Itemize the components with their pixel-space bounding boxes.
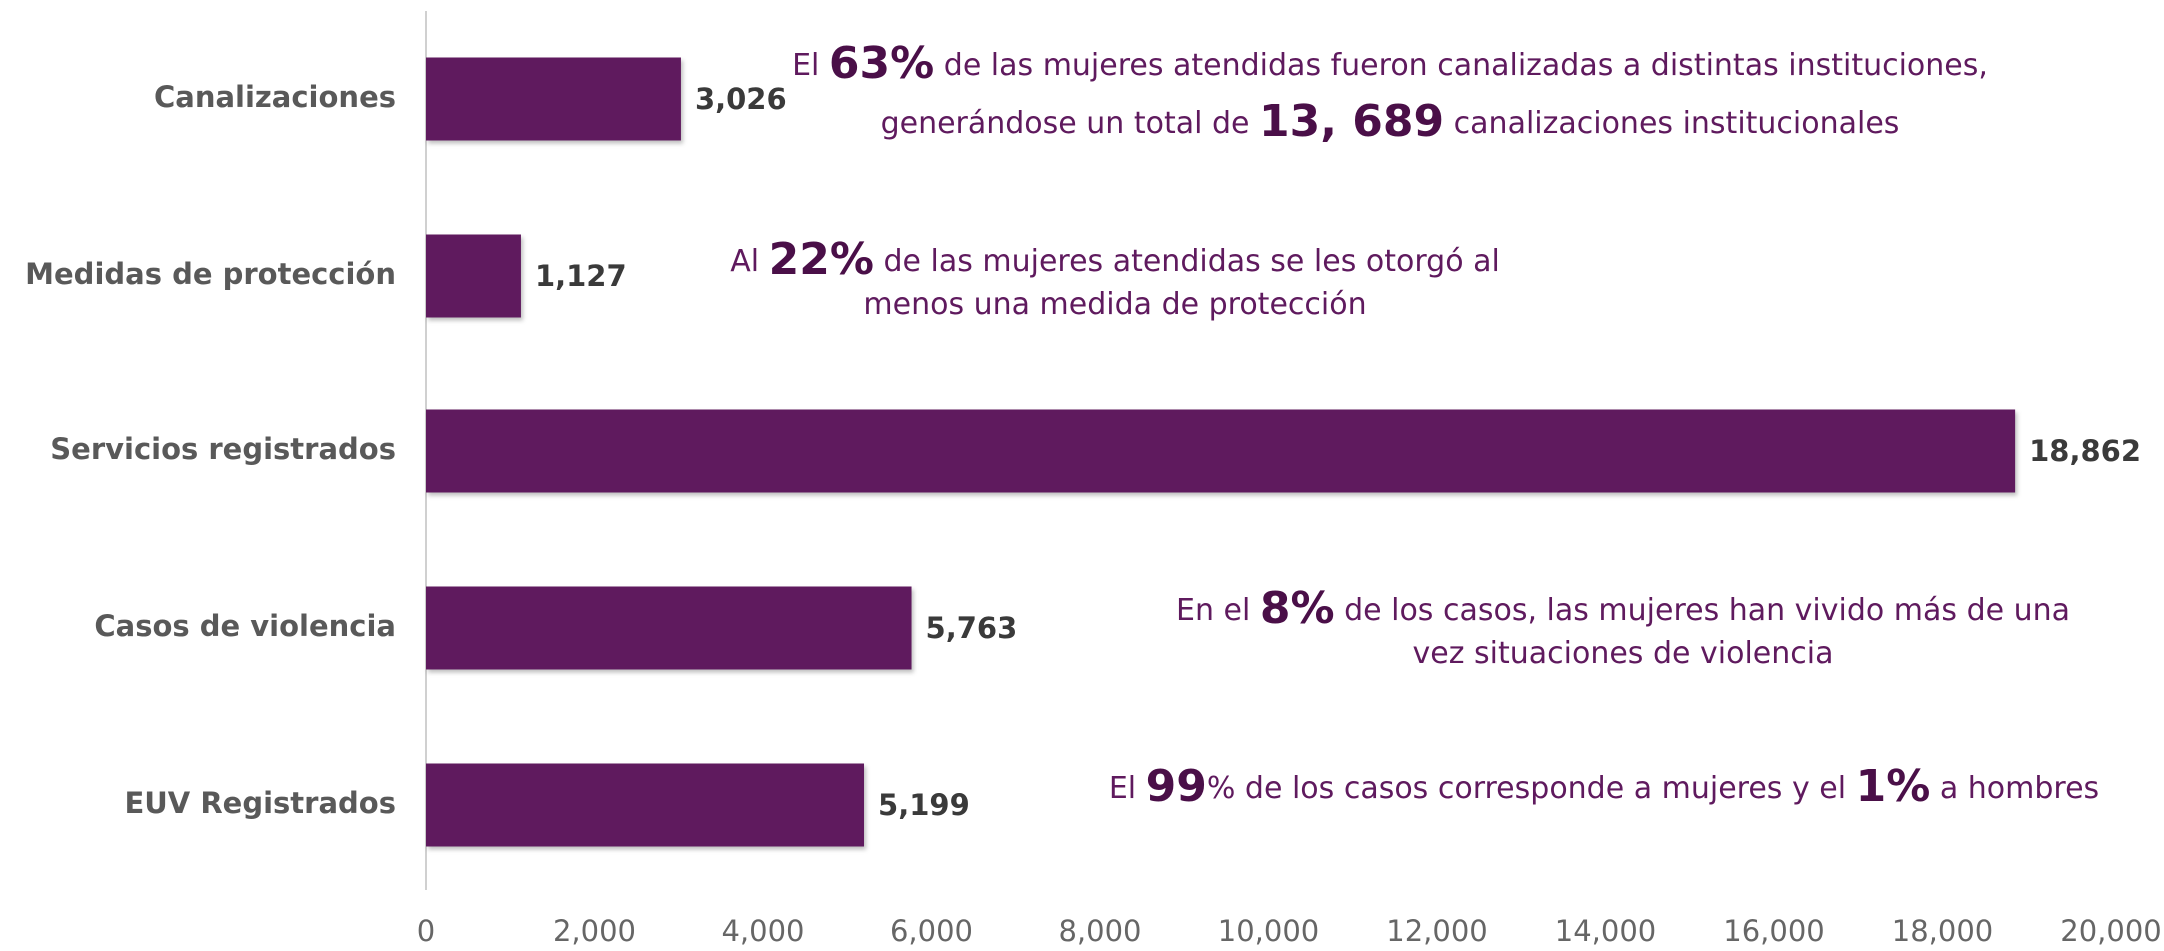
- value-label: 5,199: [878, 788, 970, 822]
- annotation-segment: menos una medida de protección: [863, 287, 1366, 322]
- annotation: El 63% de las mujeres atendidas fueron c…: [792, 38, 1988, 89]
- annotation-segment: El: [1109, 771, 1146, 806]
- annotation-segment: El: [792, 48, 829, 83]
- annotation-segment: de las mujeres atendidas se les otorgó a…: [874, 244, 1500, 279]
- annotation-segment: 13, 689: [1259, 96, 1444, 147]
- annotation-segment: canalizaciones institucionales: [1444, 106, 1899, 141]
- annotation-segment: vez situaciones de violencia: [1413, 636, 1834, 671]
- annotation-segment: En el: [1176, 593, 1260, 628]
- annotation: Al 22% de las mujeres atendidas se les o…: [730, 234, 1500, 285]
- x-tick-label: 18,000: [1892, 914, 1993, 948]
- category-label: Medidas de protección: [25, 257, 396, 291]
- bar: [426, 57, 681, 141]
- bar: [426, 234, 521, 318]
- value-label: 3,026: [695, 82, 787, 116]
- x-tick-label: 10,000: [1218, 914, 1319, 948]
- annotation-segment: a hombres: [1930, 771, 2099, 806]
- annotation-segment: 99: [1146, 761, 1207, 812]
- x-tick-label: 16,000: [1723, 914, 1824, 948]
- annotation-segment: generándose un total de: [881, 106, 1259, 141]
- x-tick-label: 20,000: [2060, 914, 2161, 948]
- annotation-segment: 1%: [1856, 761, 1931, 812]
- bar: [426, 409, 2016, 493]
- x-tick-label: 4,000: [721, 914, 804, 948]
- annotation-segment: % de los casos corresponde a mujeres y e…: [1207, 771, 1856, 806]
- x-tick-label: 12,000: [1386, 914, 1487, 948]
- annotation-segment: Al: [730, 244, 768, 279]
- x-tick-label: 8,000: [1058, 914, 1141, 948]
- value-label: 5,763: [926, 611, 1018, 645]
- annotation-segment: de los casos, las mujeres han vivido más…: [1335, 593, 2070, 628]
- x-tick-label: 0: [417, 914, 435, 948]
- category-label: Servicios registrados: [50, 432, 396, 466]
- x-tick-label: 6,000: [890, 914, 973, 948]
- annotation-segment: 22%: [769, 234, 874, 285]
- value-label: 1,127: [535, 259, 627, 293]
- annotation: El 99% de los casos corresponde a mujere…: [1109, 761, 2099, 812]
- bar: [426, 763, 865, 847]
- value-label: 18,862: [2029, 434, 2141, 468]
- annotation-segment: de las mujeres atendidas fueron canaliza…: [934, 48, 1988, 83]
- bar: [426, 586, 912, 670]
- annotation: generándose un total de 13, 689 canaliza…: [881, 96, 1900, 147]
- annotation-segment: 63%: [829, 38, 934, 89]
- x-tick-label: 2,000: [553, 914, 636, 948]
- category-label: Canalizaciones: [154, 80, 396, 114]
- annotation-segment: 8%: [1260, 583, 1335, 634]
- category-label: Casos de violencia: [94, 609, 396, 643]
- annotation: menos una medida de protección: [863, 287, 1366, 322]
- annotation: En el 8% de los casos, las mujeres han v…: [1176, 583, 2070, 634]
- category-label: EUV Registrados: [124, 786, 396, 820]
- annotation: vez situaciones de violencia: [1413, 636, 1834, 671]
- x-tick-label: 14,000: [1555, 914, 1656, 948]
